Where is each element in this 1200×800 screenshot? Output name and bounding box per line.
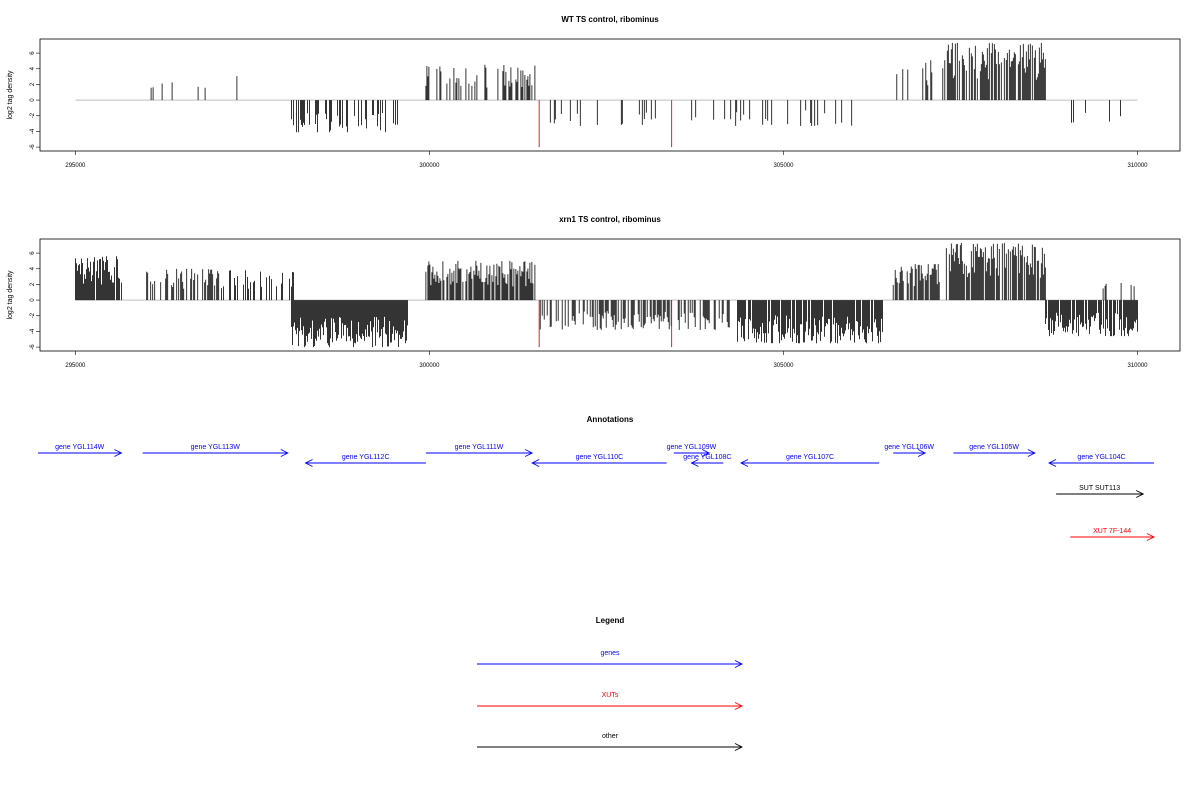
legend-label: genes	[600, 650, 620, 657]
y-tick-label: 2	[30, 282, 36, 286]
annotation-arrow	[531, 459, 667, 467]
annotation-label: gene YGL110C	[576, 454, 624, 461]
annotation-arrow	[1056, 490, 1145, 498]
panel-xrn1: xrn1 TS control, ribominus log2 tag dens…	[7, 215, 1181, 369]
annotation-label: gene YGL109W	[667, 444, 717, 451]
x-tick-label: 310000	[1127, 163, 1148, 169]
panel-wt-bars	[75, 42, 1138, 148]
y-tick-label: 0	[30, 98, 36, 102]
x-tick-label: 295000	[65, 163, 86, 169]
legend: Legend genes XUTs other	[477, 616, 744, 751]
legend-items: genes XUTs other	[477, 650, 744, 751]
legend-title: Legend	[596, 616, 625, 625]
panel-xrn1-x-axis: 295000 300000 305000 310000	[65, 351, 1148, 369]
panel-wt-ylabel: log2 tag density	[7, 70, 14, 120]
y-tick-label: -4	[30, 328, 36, 334]
panel-xrn1-frame	[39, 238, 1181, 352]
annotation-label: gene YGL105W	[969, 444, 1019, 451]
annotation-arrow	[1070, 533, 1156, 541]
annotation-label: gene YGL114W	[55, 444, 105, 451]
x-tick-label: 300000	[419, 363, 440, 369]
annotation-arrow	[38, 449, 123, 457]
annotations-track: Annotations gene YGL114W gene YGL113Wgene…	[38, 415, 1156, 541]
y-tick-label: -2	[30, 112, 36, 118]
panel-wt-title: WT TS control, ribominus	[561, 15, 659, 24]
panel-xrn1-title: xrn1 TS control, ribominus	[559, 215, 661, 224]
panel-wt-y-axis: -6 -4 -2 0 2 4 6	[30, 51, 40, 150]
legend-arrow	[477, 660, 744, 668]
annotation-arrow	[739, 459, 880, 467]
annotation-arrow	[953, 449, 1036, 457]
panel-xrn1-bars	[75, 242, 1138, 348]
annotation-label: gene YGL107C	[786, 454, 834, 461]
panel-xrn1-ylabel: log2 tag density	[7, 270, 14, 320]
x-tick-label: 310000	[1127, 363, 1148, 369]
legend-label: XUTs	[602, 692, 619, 699]
panel-wt-frame	[39, 38, 1181, 152]
legend-label: other	[602, 733, 619, 740]
annotation-arrow	[304, 459, 426, 467]
annotation-arrow	[690, 459, 724, 467]
annotation-label: gene YGL104C	[1077, 454, 1125, 461]
y-tick-label: 0	[30, 298, 36, 302]
annotation-label: gene YGL108C	[683, 454, 731, 461]
annotation-label: gene YGL112C	[342, 454, 390, 461]
y-tick-label: 4	[30, 66, 36, 70]
x-tick-label: 305000	[773, 363, 794, 369]
annotation-arrow	[1047, 459, 1154, 467]
annotations-title: Annotations	[587, 415, 634, 424]
legend-arrow	[477, 702, 744, 710]
annotation-label: gene YGL111W	[455, 444, 504, 451]
panel-xrn1-y-axis: -6 -4 -2 0 2 4 6	[30, 251, 40, 350]
legend-arrow	[477, 743, 744, 751]
annotation-label: SUT SUT113	[1079, 485, 1120, 492]
y-tick-label: 6	[30, 51, 36, 55]
y-tick-label: -2	[30, 312, 36, 318]
annotation-arrow	[142, 449, 289, 457]
panel-wt-x-axis: 295000 300000 305000 310000	[65, 151, 1148, 169]
y-tick-label: 4	[30, 266, 36, 270]
y-tick-label: 6	[30, 251, 36, 255]
annotation-label: gene YGL106W	[884, 444, 934, 451]
x-tick-label: 305000	[773, 163, 794, 169]
y-tick-label: -4	[30, 128, 36, 134]
annotation-arrow	[673, 449, 711, 457]
annotation-label: XUT 7F-144	[1093, 528, 1131, 535]
annotation-label: gene YGL113W	[191, 444, 241, 451]
y-tick-label: 2	[30, 82, 36, 86]
annotation-arrow	[893, 449, 927, 457]
x-tick-label: 300000	[419, 163, 440, 169]
x-tick-label: 295000	[65, 363, 86, 369]
annotation-arrow	[425, 449, 534, 457]
panel-wt: WT TS control, ribominus log2 tag densit…	[7, 15, 1181, 169]
y-tick-label: -6	[30, 144, 36, 150]
y-tick-label: -6	[30, 344, 36, 350]
annotation-features: gene YGL114W gene YGL113W gene YGL112C gene…	[38, 444, 1156, 541]
